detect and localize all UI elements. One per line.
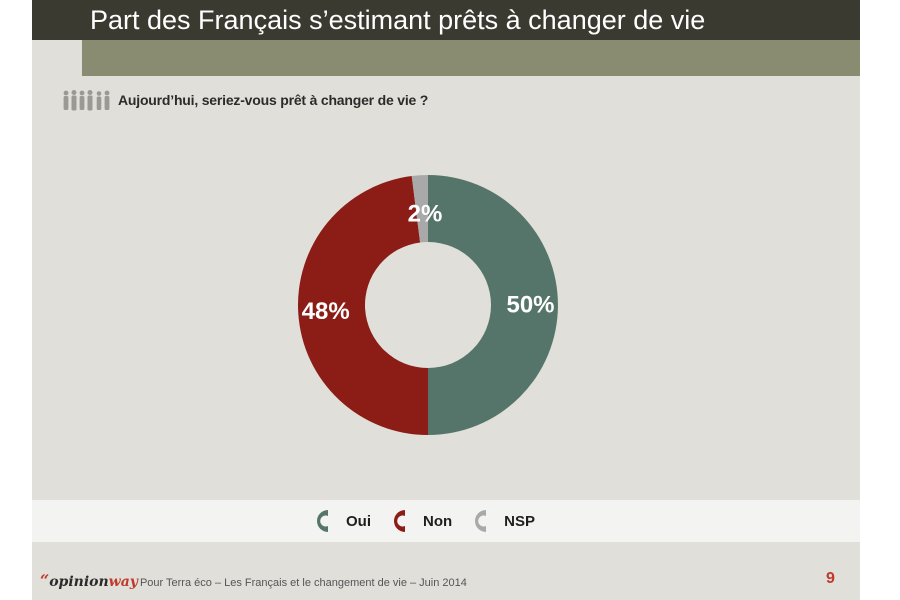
opinionway-logo: “opinionway — [40, 571, 138, 590]
legend-swatch-non — [394, 510, 405, 532]
legend-band — [32, 500, 860, 542]
data-label-oui: 50% — [506, 292, 554, 319]
data-label-nsp: 2% — [408, 201, 443, 228]
donut-slice-nsp — [411, 175, 428, 243]
people-icon — [63, 90, 110, 111]
title-bar — [32, 0, 860, 40]
donut-slice-oui — [428, 175, 558, 435]
legend-item-nsp: NSP — [470, 507, 535, 535]
legend-label: Non — [423, 512, 453, 530]
legend-label: NSP — [504, 512, 536, 530]
chart-legend: Oui Non NSP — [312, 506, 535, 536]
data-label-non: 48% — [302, 298, 350, 325]
legend-item-non: Non — [389, 507, 452, 535]
legend-swatch-nsp — [475, 510, 487, 532]
legend-item-oui: Oui — [312, 507, 371, 535]
footer: “opinionway Pour Terra éco – Les Françai… — [40, 571, 467, 591]
question-row: Aujourd’hui, seriez-vous prêt à changer … — [62, 88, 428, 112]
donut-slice-non — [297, 176, 428, 435]
title-accent-band — [82, 40, 860, 76]
legend-label: Oui — [346, 512, 371, 530]
footer-source: Pour Terra éco – Les Français et le chan… — [139, 577, 467, 589]
survey-question: Aujourd’hui, seriez-vous prêt à changer … — [118, 92, 429, 108]
slide-title: Part des Français s’estimant prêts à cha… — [90, 5, 706, 35]
legend-swatch-oui — [317, 510, 328, 532]
page-number: 9 — [826, 570, 835, 587]
